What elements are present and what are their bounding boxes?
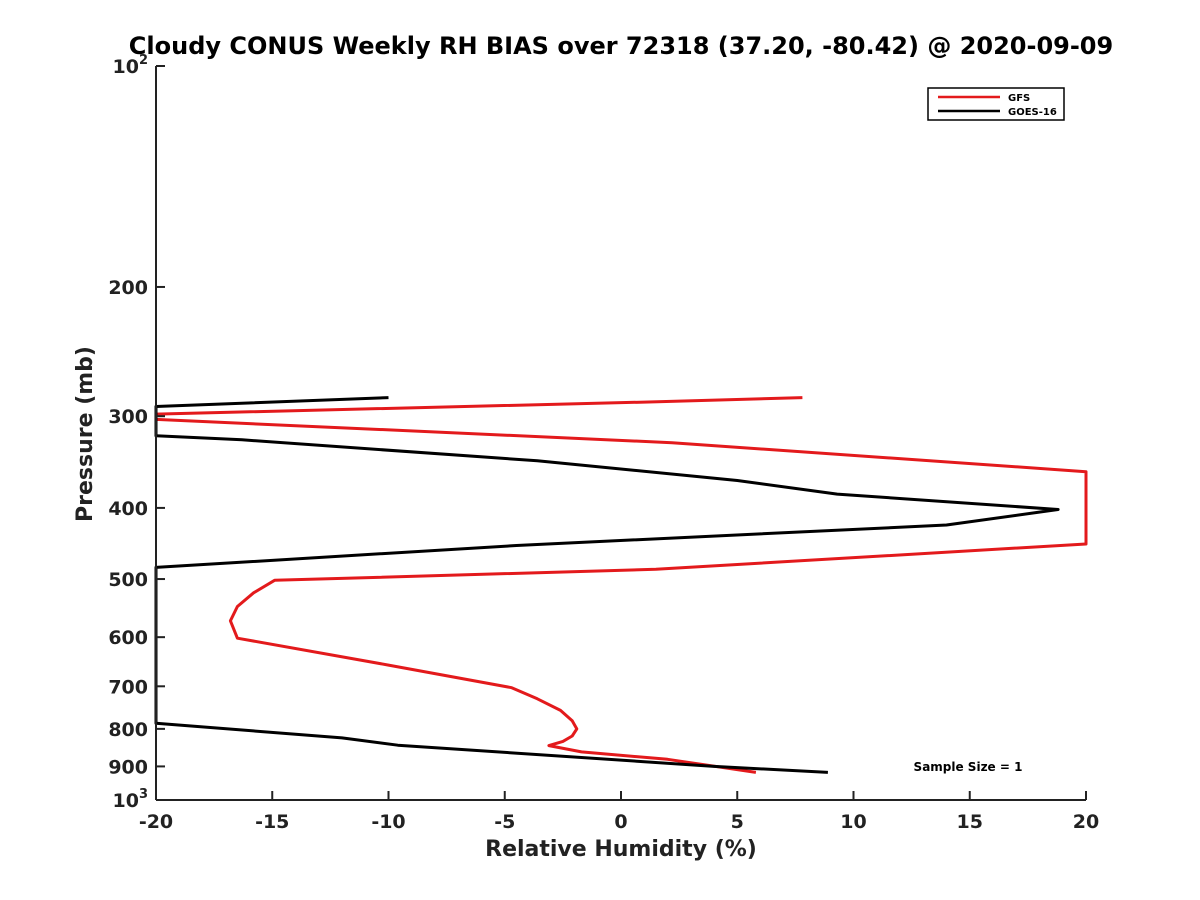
chart-title: Cloudy CONUS Weekly RH BIAS over 72318 (…: [129, 32, 1113, 60]
y-axis-label: Pressure (mb): [73, 346, 98, 522]
x-tick-label: 0: [614, 811, 627, 833]
x-tick-label: 5: [731, 811, 744, 833]
annotation-sample-size: Sample Size = 1: [914, 760, 1023, 774]
legend-label: GFS: [1008, 93, 1030, 104]
y-tick-label: 300: [108, 406, 148, 428]
series-layer: [154, 396, 1088, 774]
x-tick-label: 15: [957, 811, 983, 833]
legend-label: GOES-16: [1008, 107, 1057, 118]
x-tick-label: 20: [1073, 811, 1099, 833]
y-tick-label: 200: [108, 277, 148, 299]
series-line-goes-16: [154, 396, 1060, 774]
x-tick-label: -10: [371, 811, 405, 833]
x-axis-label: Relative Humidity (%): [485, 837, 757, 862]
legend-box: [927, 87, 1065, 121]
y-tick-label: 400: [108, 498, 148, 520]
y-tick-label: 103: [113, 787, 149, 812]
x-tick-label: 10: [840, 811, 866, 833]
y-tick-label: 900: [108, 756, 148, 778]
y-tick-label: 102: [113, 53, 149, 78]
x-tick-label: -20: [139, 811, 173, 833]
y-tick-label: 600: [108, 627, 148, 649]
series-line-gfs: [154, 396, 1088, 774]
x-tick-label: -5: [494, 811, 515, 833]
ticks-layer: -20 -15 -10 -5 0 5 10 15 20 102 200 300 400 500 600 700…: [108, 53, 1099, 833]
legend: GFS GOES-16: [927, 87, 1065, 121]
x-tick-label: -15: [255, 811, 289, 833]
y-tick-label: 800: [108, 719, 148, 741]
y-tick-label: 500: [108, 569, 148, 591]
y-tick-label: 700: [108, 676, 148, 698]
